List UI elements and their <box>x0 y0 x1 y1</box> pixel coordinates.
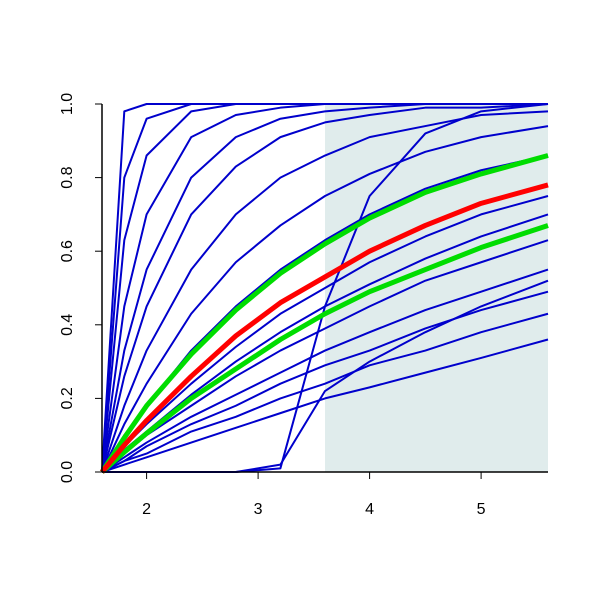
series-line <box>101 290 549 473</box>
series-line <box>101 103 548 473</box>
series-line <box>101 103 549 473</box>
series-line <box>101 110 549 473</box>
y-tick-label: 0.8 <box>59 166 76 188</box>
x-tick-label: 5 <box>477 501 486 518</box>
y-tick-label: 0.6 <box>59 240 76 262</box>
series-line <box>101 312 549 473</box>
y-tick-label: 0.4 <box>59 314 76 336</box>
series-line <box>101 268 549 473</box>
x-tick-label: 4 <box>365 501 374 518</box>
x-tick-label: 2 <box>142 501 151 518</box>
series-line <box>101 338 549 473</box>
series-line <box>100 223 549 474</box>
y-tick-label: 0.2 <box>59 387 76 409</box>
y-tick-label: 0.0 <box>59 461 76 483</box>
series-line <box>101 125 549 473</box>
shaded-region <box>325 104 548 472</box>
x-tick-label: 3 <box>254 501 263 518</box>
series-line <box>100 182 549 474</box>
y-tick-label: 1.0 <box>59 93 76 115</box>
series-line <box>99 153 549 474</box>
